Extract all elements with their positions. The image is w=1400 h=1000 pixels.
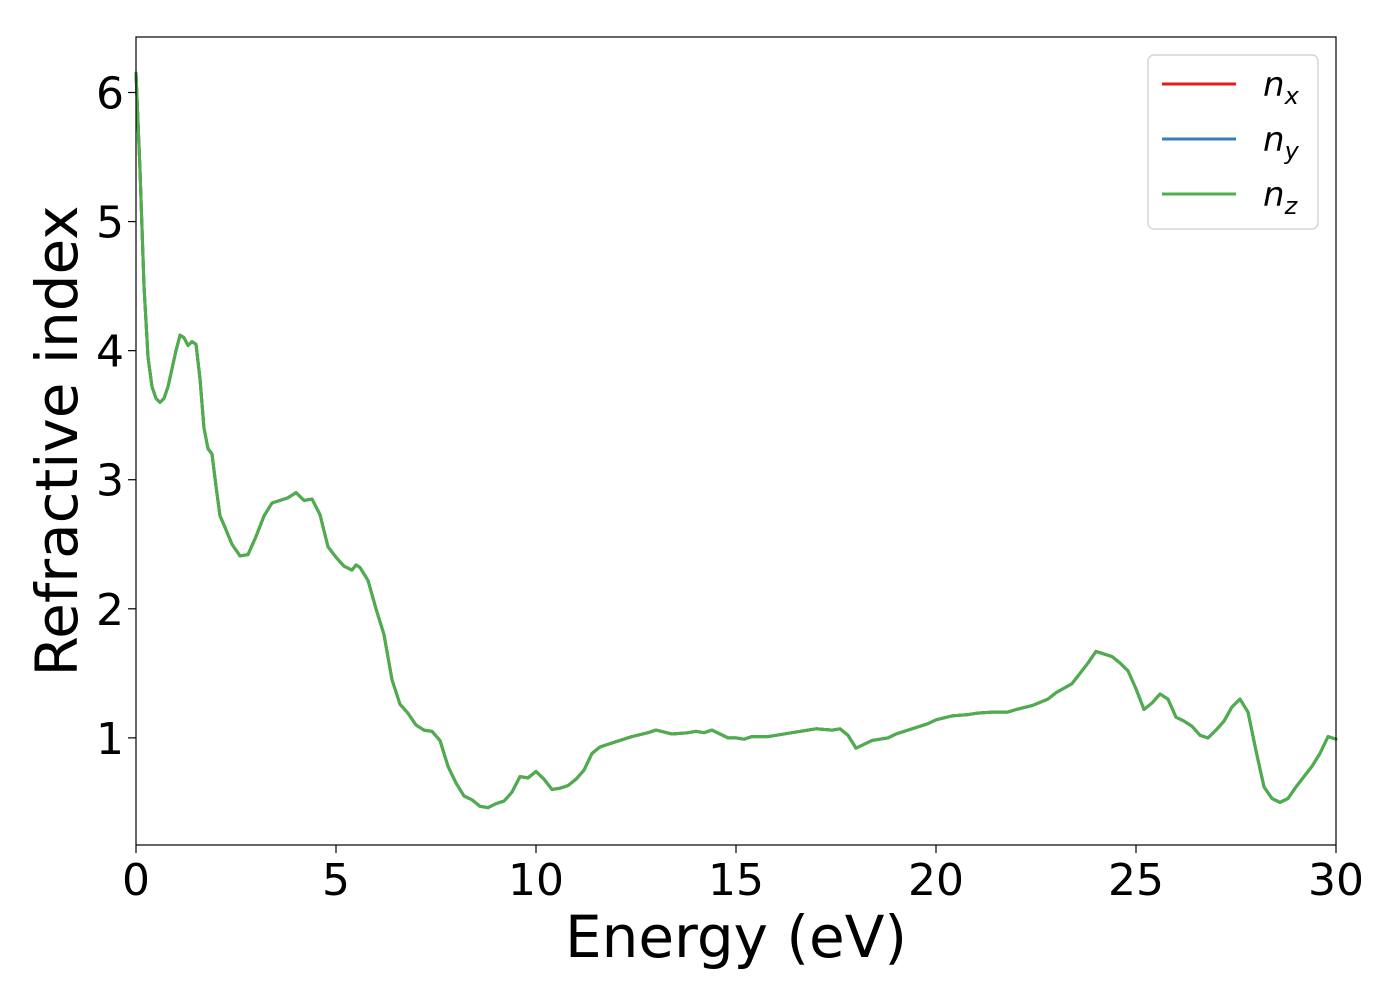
legend-box [1147,54,1319,230]
plot-background [136,37,1336,845]
y-tick-label: 6 [96,69,124,120]
x-tick-label: 20 [908,855,964,906]
series-layer [134,71,1338,810]
legend-label-base: n [1263,65,1285,105]
y-axis-ticks: 1 2 3 4 5 6 [96,69,136,765]
legend-label-subscript: z [1284,192,1299,220]
legend-label-nz: nz [1263,175,1299,220]
legend-label-nx: nx [1263,65,1300,110]
x-tick-label: 5 [322,855,350,906]
x-tick-label: 10 [508,855,564,906]
y-tick-label: 5 [96,198,124,249]
y-tick-label: 4 [96,327,124,378]
y-tick-label: 3 [96,456,124,507]
y-tick-label: 1 [96,714,124,765]
legend-label-subscript: y [1284,137,1300,165]
x-axis-ticks: 0 5 10 15 20 25 30 [122,845,1364,906]
legend-label-ny: ny [1263,120,1300,165]
x-axis-label: Energy (eV) [565,903,907,971]
x-tick-label: 25 [1108,855,1164,906]
y-axis-label: Refractive index [23,205,91,676]
x-tick-label: 30 [1308,855,1364,906]
series-line-nz [134,71,1338,810]
y-tick-label: 2 [96,585,124,636]
legend-label-subscript: x [1284,82,1300,110]
x-tick-label: 15 [708,855,764,906]
legend-label-base: n [1263,120,1285,160]
x-tick-label: 0 [122,855,150,906]
legend-label-base: n [1263,175,1285,215]
